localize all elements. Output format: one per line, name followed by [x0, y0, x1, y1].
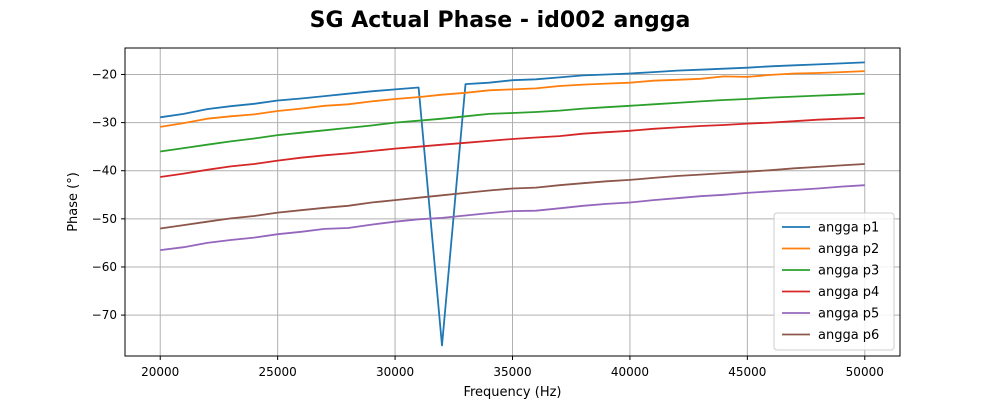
y-tick-label: −20 [92, 67, 117, 81]
x-tick-label: 25000 [259, 365, 297, 379]
legend-box [773, 212, 895, 351]
series-line-1 [160, 61, 865, 347]
series-line-2 [160, 70, 865, 128]
legend: angga p1 angga p2 angga p3 angga p4 angga p5… [773, 212, 895, 351]
y-axis-label: Phase (°) [66, 172, 81, 232]
series-lines [160, 61, 865, 347]
legend-label: angga p6 [818, 328, 879, 343]
legend-label: angga p2 [818, 242, 879, 257]
series-line-6 [160, 163, 865, 230]
legend-label: angga p4 [818, 285, 879, 300]
y-tick-label: −60 [92, 260, 117, 274]
y-tick-label: −40 [92, 164, 117, 178]
legend-label: angga p3 [818, 264, 879, 279]
legend-label: angga p5 [818, 307, 879, 322]
axis-ticks: 20000 25000 30000 35000 40000 45000 50000 −70 −6… [92, 67, 884, 379]
y-tick-label: −30 [92, 116, 117, 130]
x-axis-label: Frequency (Hz) [463, 385, 561, 400]
y-tick-label: −70 [92, 308, 117, 322]
x-tick-label: 50000 [846, 365, 884, 379]
series-line-3 [160, 92, 865, 153]
y-tick-label: −50 [92, 212, 117, 226]
x-tick-label: 45000 [728, 365, 766, 379]
series-line-4 [160, 116, 865, 178]
x-tick-label: 40000 [611, 365, 649, 379]
series-line-5 [160, 184, 865, 251]
legend-label: angga p1 [818, 221, 879, 236]
x-tick-label: 30000 [376, 365, 414, 379]
x-tick-label: 20000 [141, 365, 179, 379]
chart-title: SG Actual Phase - id002 angga [310, 8, 691, 33]
x-tick-label: 35000 [493, 365, 531, 379]
